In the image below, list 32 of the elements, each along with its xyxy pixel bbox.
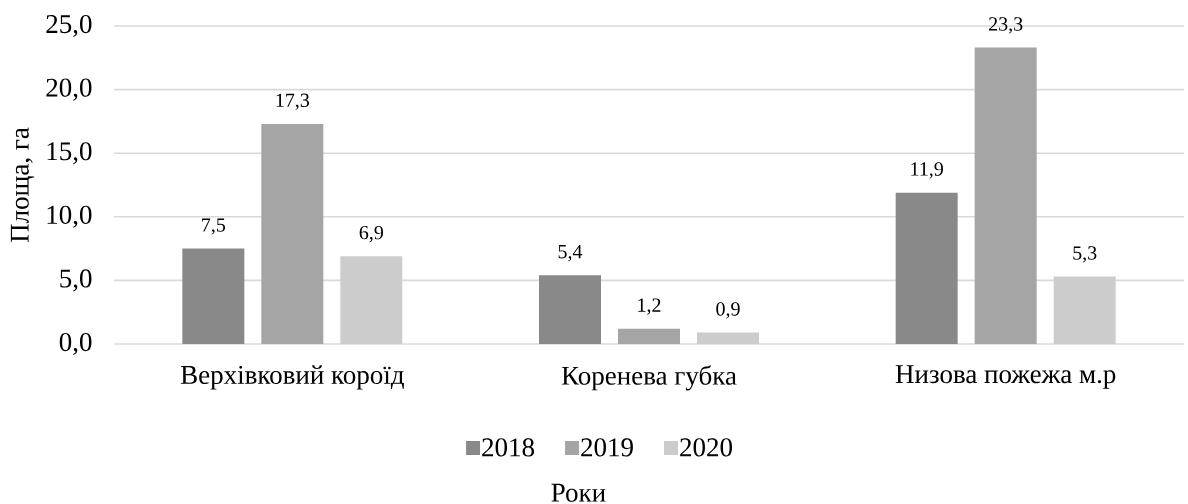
legend-label: 2019 [581, 438, 633, 457]
bar [182, 248, 245, 344]
x-tick-label: Коренева губка [561, 365, 737, 391]
data-label: 17,3 [276, 93, 310, 110]
y-tick-label: 25,0 [46, 14, 92, 38]
bar [340, 256, 403, 344]
bar [261, 123, 324, 344]
x-axis-title: Роки [551, 483, 606, 502]
y-tick-label: 20,0 [46, 78, 92, 101]
y-tick-label: 10,0 [47, 205, 92, 228]
data-label: 5,3 [1073, 246, 1097, 263]
y-tick-label: 5,0 [60, 269, 92, 292]
data-label: 6,9 [359, 225, 384, 243]
data-label: 23,3 [989, 17, 1023, 34]
x-tick-label: Низова пожежа м.р [895, 365, 1116, 389]
bar [618, 328, 680, 344]
data-label: 7,5 [202, 218, 226, 235]
y-tick-label: 15,0 [47, 142, 92, 165]
legend-label: 2018 [482, 438, 535, 457]
y-tick-label: 0,0 [59, 332, 92, 356]
bar [539, 275, 601, 344]
bar [1053, 276, 1116, 344]
y-axis-title: Площа, га [10, 127, 35, 243]
data-label: 1,2 [638, 298, 661, 315]
data-label: 5,4 [558, 245, 583, 262]
x-tick-label: Верхівковий короїд [180, 365, 404, 390]
data-label: 0,9 [716, 302, 740, 319]
bar [895, 192, 958, 344]
bar [974, 47, 1037, 344]
data-label: 11,9 [911, 162, 943, 179]
legend-label: 2020 [680, 438, 732, 457]
bar [697, 332, 759, 344]
